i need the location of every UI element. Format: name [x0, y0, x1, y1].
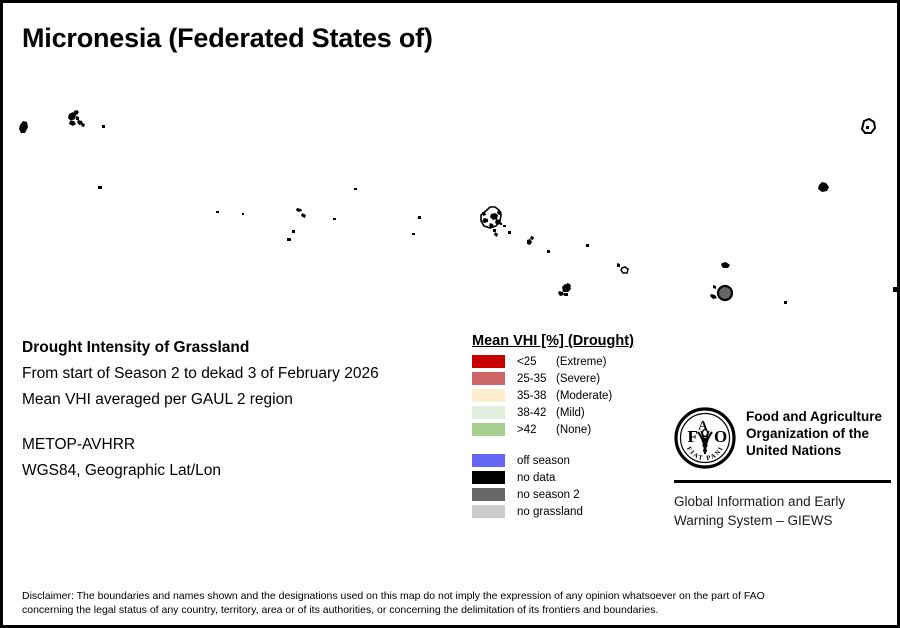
legend-category-severe: (Severe) — [556, 372, 601, 385]
description-projection: WGS84, Geographic Lat/Lon — [22, 462, 222, 479]
legend-swatch-severe — [472, 372, 505, 385]
legend-item-extreme: <25 (Extreme) — [472, 353, 672, 370]
legend-swatch-none — [472, 423, 505, 436]
legend-label-extreme: <25 (Extreme) — [517, 356, 606, 368]
legend-item-mild: 38-42 (Mild) — [472, 404, 672, 421]
description-block: Drought Intensity of Grassland From star… — [22, 335, 462, 484]
legend-item-off-season: off season — [472, 452, 672, 469]
legend-label-no-data: no data — [517, 471, 556, 484]
fao-logo-row: F A O FIAT PANIS — [671, 402, 894, 469]
fao-org-line-3: United Nations — [746, 443, 842, 458]
legend: Mean VHI [%] (Drought) <25 (Extreme) 25-… — [472, 333, 672, 520]
giews-line-1: Global Information and Early — [674, 494, 846, 509]
island-shapes — [19, 110, 897, 304]
fao-logo-icon: F A O FIAT PANIS — [671, 402, 736, 469]
legend-item-moderate: 35-38 (Moderate) — [472, 387, 672, 404]
legend-label-off-season: off season — [517, 454, 570, 467]
legend-swatch-no-data — [472, 471, 505, 484]
legend-category-extreme: (Extreme) — [556, 355, 607, 368]
legend-swatch-moderate — [472, 389, 505, 402]
legend-swatch-no-season-2 — [472, 488, 505, 501]
legend-category-mild: (Mild) — [556, 406, 585, 419]
legend-item-severe: 25-35 (Severe) — [472, 370, 672, 387]
legend-gap — [472, 438, 672, 452]
legend-category-moderate: (Moderate) — [556, 389, 613, 402]
legend-title: Mean VHI [%] (Drought) — [472, 333, 634, 349]
legend-label-severe: 25-35 (Severe) — [517, 373, 600, 385]
description-period: From start of Season 2 to dekad 3 of Feb… — [22, 365, 379, 382]
legend-label-no-season-2: no season 2 — [517, 488, 580, 501]
legend-swatch-mild — [472, 406, 505, 419]
description-heading: Drought Intensity of Grassland — [22, 339, 250, 356]
svg-text:O: O — [714, 427, 727, 446]
legend-range-severe: 25-35 — [517, 372, 547, 385]
legend-swatch-extreme — [472, 355, 505, 368]
legend-label-none: >42 (None) — [517, 424, 591, 436]
fao-divider — [674, 480, 891, 483]
disclaimer: Disclaimer: The boundaries and names sho… — [22, 589, 882, 617]
disclaimer-line-2: concerning the legal status of any count… — [22, 604, 659, 616]
fao-org-line-2: Organization of the — [746, 426, 869, 441]
fao-branding-block: F A O FIAT PANIS — [671, 402, 894, 530]
legend-range-moderate: 35-38 — [517, 389, 547, 402]
page-title: Micronesia (Federated States of) — [22, 23, 433, 53]
description-sensor: METOP-AVHRR — [22, 436, 136, 453]
legend-range-mild: 38-42 — [517, 406, 547, 419]
legend-item-no-data: no data — [472, 469, 672, 486]
legend-label-mild: 38-42 (Mild) — [517, 407, 585, 419]
description-spacer — [22, 413, 462, 432]
fao-org-line-1: Food and Agriculture — [746, 409, 882, 424]
legend-item-no-grassland: no grassland — [472, 503, 672, 520]
legend-swatch-no-grassland — [472, 505, 505, 518]
map-canvas[interactable] — [6, 63, 897, 313]
legend-label-no-grassland: no grassland — [517, 505, 583, 518]
legend-item-none: >42 (None) — [472, 421, 672, 438]
legend-swatch-off-season — [472, 454, 505, 467]
legend-item-no-season-2: no season 2 — [472, 486, 672, 503]
legend-category-none: (None) — [556, 423, 592, 436]
giews-system-name: Global Information and Early Warning Sys… — [674, 492, 894, 530]
svg-text:F: F — [688, 427, 698, 446]
fao-organization-name: Food and Agriculture Organization of the… — [746, 408, 882, 459]
disclaimer-line-1: Disclaimer: The boundaries and names sho… — [22, 590, 765, 602]
svg-text:A: A — [698, 418, 708, 433]
giews-line-2: Warning System – GIEWS — [674, 513, 833, 528]
description-aggregation: Mean VHI averaged per GAUL 2 region — [22, 391, 293, 408]
legend-range-none: >42 — [517, 423, 537, 436]
legend-range-extreme: <25 — [517, 355, 537, 368]
legend-label-moderate: 35-38 (Moderate) — [517, 390, 612, 402]
